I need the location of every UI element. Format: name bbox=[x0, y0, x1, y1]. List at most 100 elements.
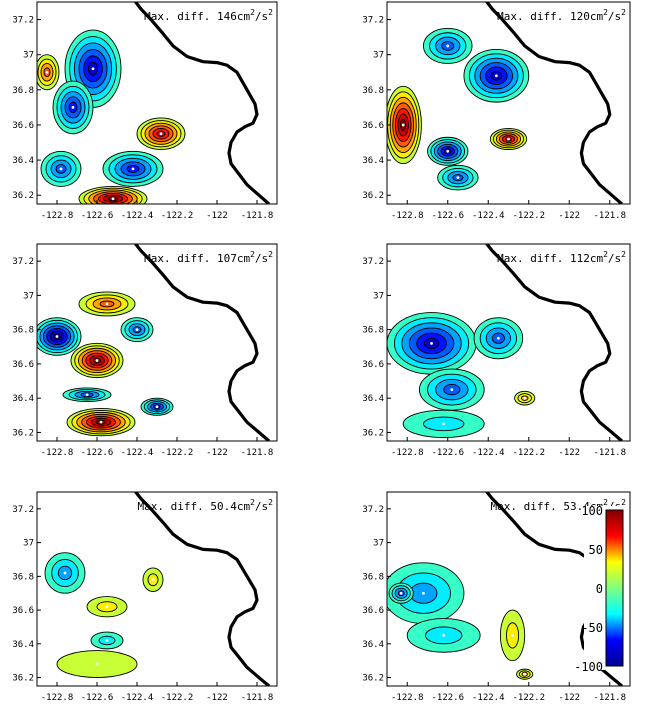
y-tick-label: 36.2 bbox=[362, 674, 384, 684]
y-tick-label: 36.2 bbox=[362, 428, 384, 438]
extremum-marker bbox=[91, 67, 95, 71]
panel-4: Max. diff. 112cm2/s2-122.8 -122.6 -122.4 -1… bbox=[362, 243, 631, 458]
extremum-marker bbox=[496, 336, 500, 340]
contour-field bbox=[37, 2, 277, 204]
title-unit: /s bbox=[608, 10, 621, 23]
y-tick-label: 37 bbox=[23, 51, 34, 61]
extremum-marker bbox=[456, 176, 460, 180]
y-tick-label: 36.6 bbox=[12, 606, 34, 616]
x-tick-label: -122 bbox=[558, 448, 580, 458]
y-tick-label: 37.2 bbox=[362, 257, 384, 267]
coastline bbox=[133, 492, 271, 686]
title-exponent: 2 bbox=[250, 8, 255, 17]
x-tick-label: -122.6 bbox=[81, 693, 114, 703]
title-unit: cm bbox=[237, 500, 251, 513]
extremum-marker bbox=[135, 328, 139, 332]
title-exponent: 2 bbox=[621, 498, 626, 507]
x-tick-label: -122 bbox=[558, 211, 580, 221]
x-tick-label: -122.6 bbox=[81, 211, 114, 221]
y-tick-label: 36.6 bbox=[12, 121, 34, 131]
extremum-marker bbox=[131, 167, 135, 171]
title-value: 120 bbox=[570, 10, 590, 23]
x-tick-label: -122.8 bbox=[41, 693, 74, 703]
panel-1: Max. diff. 146cm2/s2-122.8 -122.6 -122.4 -1… bbox=[12, 1, 278, 221]
extremum-marker bbox=[99, 420, 103, 424]
y-tick-label: 36.8 bbox=[12, 86, 34, 96]
x-tick-label: -121.8 bbox=[241, 211, 274, 221]
y-tick-label: 36.6 bbox=[362, 360, 384, 370]
x-tick-label: -121.8 bbox=[593, 211, 626, 221]
land-mask bbox=[486, 244, 630, 441]
extremum-marker bbox=[446, 149, 450, 153]
extremum-marker bbox=[507, 137, 510, 141]
extremum-marker bbox=[422, 591, 425, 595]
extremum-marker bbox=[71, 105, 75, 109]
extremum-marker bbox=[450, 388, 454, 392]
colorbar-tick-label: 100 bbox=[581, 504, 603, 518]
x-tick-label: -122.2 bbox=[512, 211, 545, 221]
y-tick-label: 37.2 bbox=[362, 16, 384, 26]
x-tick-label: -122.4 bbox=[121, 693, 154, 703]
x-tick-label: -121.8 bbox=[593, 693, 626, 703]
x-tick-label: -122 bbox=[558, 693, 580, 703]
x-tick-label: -122.2 bbox=[161, 211, 194, 221]
y-tick-label: 36.8 bbox=[12, 326, 34, 336]
x-tick-label: -122 bbox=[206, 693, 228, 703]
colorbar-tick-label: 50 bbox=[589, 543, 603, 557]
title-prefix: Max. diff. bbox=[497, 10, 570, 23]
extremum-marker bbox=[399, 591, 403, 595]
coastline bbox=[133, 2, 271, 204]
y-tick-label: 37 bbox=[23, 539, 34, 549]
axes-frame bbox=[36, 1, 278, 205]
panel-title: Max. diff. 50.4cm2/s2 bbox=[137, 498, 273, 513]
contour-field bbox=[37, 492, 277, 686]
extremum-marker bbox=[523, 396, 527, 400]
extremum-marker bbox=[511, 633, 514, 637]
y-tick-label: 36.8 bbox=[362, 572, 384, 582]
x-tick-label: -121.8 bbox=[593, 448, 626, 458]
x-tick-label: -122.2 bbox=[161, 693, 194, 703]
x-tick-label: -122.8 bbox=[41, 211, 74, 221]
axes-frame bbox=[386, 491, 631, 687]
coastline bbox=[484, 244, 623, 441]
extremum-marker bbox=[111, 197, 115, 201]
x-tick-label: -122.8 bbox=[391, 448, 424, 458]
y-tick-label: 36.2 bbox=[12, 191, 34, 201]
contour-field bbox=[387, 2, 630, 204]
title-exponent: 2 bbox=[268, 498, 273, 507]
y-tick-label: 36.2 bbox=[12, 674, 34, 684]
title-prefix: Max. diff. bbox=[144, 252, 217, 265]
title-exponent: 2 bbox=[250, 250, 255, 259]
y-tick-label: 36.4 bbox=[362, 156, 384, 166]
axes-frame bbox=[386, 1, 631, 205]
colorbar-scale bbox=[605, 509, 624, 667]
panel-title: Max. diff. 120cm2/s2 bbox=[497, 8, 626, 23]
colorbar-tick-label: -100 bbox=[574, 660, 603, 674]
extremum-marker bbox=[95, 359, 99, 362]
title-exponent: 2 bbox=[268, 250, 273, 259]
title-unit: cm bbox=[237, 252, 251, 265]
extremum-marker bbox=[85, 393, 89, 397]
title-unit: /s bbox=[255, 500, 268, 513]
title-prefix: Max. diff. bbox=[137, 500, 210, 513]
y-tick-label: 37.2 bbox=[12, 505, 34, 515]
axes-frame bbox=[36, 491, 278, 687]
y-tick-label: 36.8 bbox=[12, 572, 34, 582]
land-mask bbox=[486, 2, 630, 204]
title-value: 53.4 bbox=[563, 500, 590, 513]
colorbar-tick-label: -50 bbox=[581, 621, 603, 635]
x-tick-label: -122.6 bbox=[431, 448, 464, 458]
title-unit: /s bbox=[608, 252, 621, 265]
extremum-marker bbox=[494, 74, 498, 78]
extremum-marker bbox=[430, 341, 433, 345]
extremum-marker bbox=[442, 633, 446, 637]
extremum-marker bbox=[105, 302, 109, 306]
extremum-marker bbox=[401, 123, 405, 127]
title-value: 112 bbox=[570, 252, 590, 265]
title-prefix: Max. diff. bbox=[497, 252, 570, 265]
title-exponent: 2 bbox=[603, 498, 608, 507]
x-tick-label: -122.6 bbox=[431, 211, 464, 221]
y-tick-label: 37.2 bbox=[12, 257, 34, 267]
x-tick-label: -122 bbox=[206, 448, 228, 458]
